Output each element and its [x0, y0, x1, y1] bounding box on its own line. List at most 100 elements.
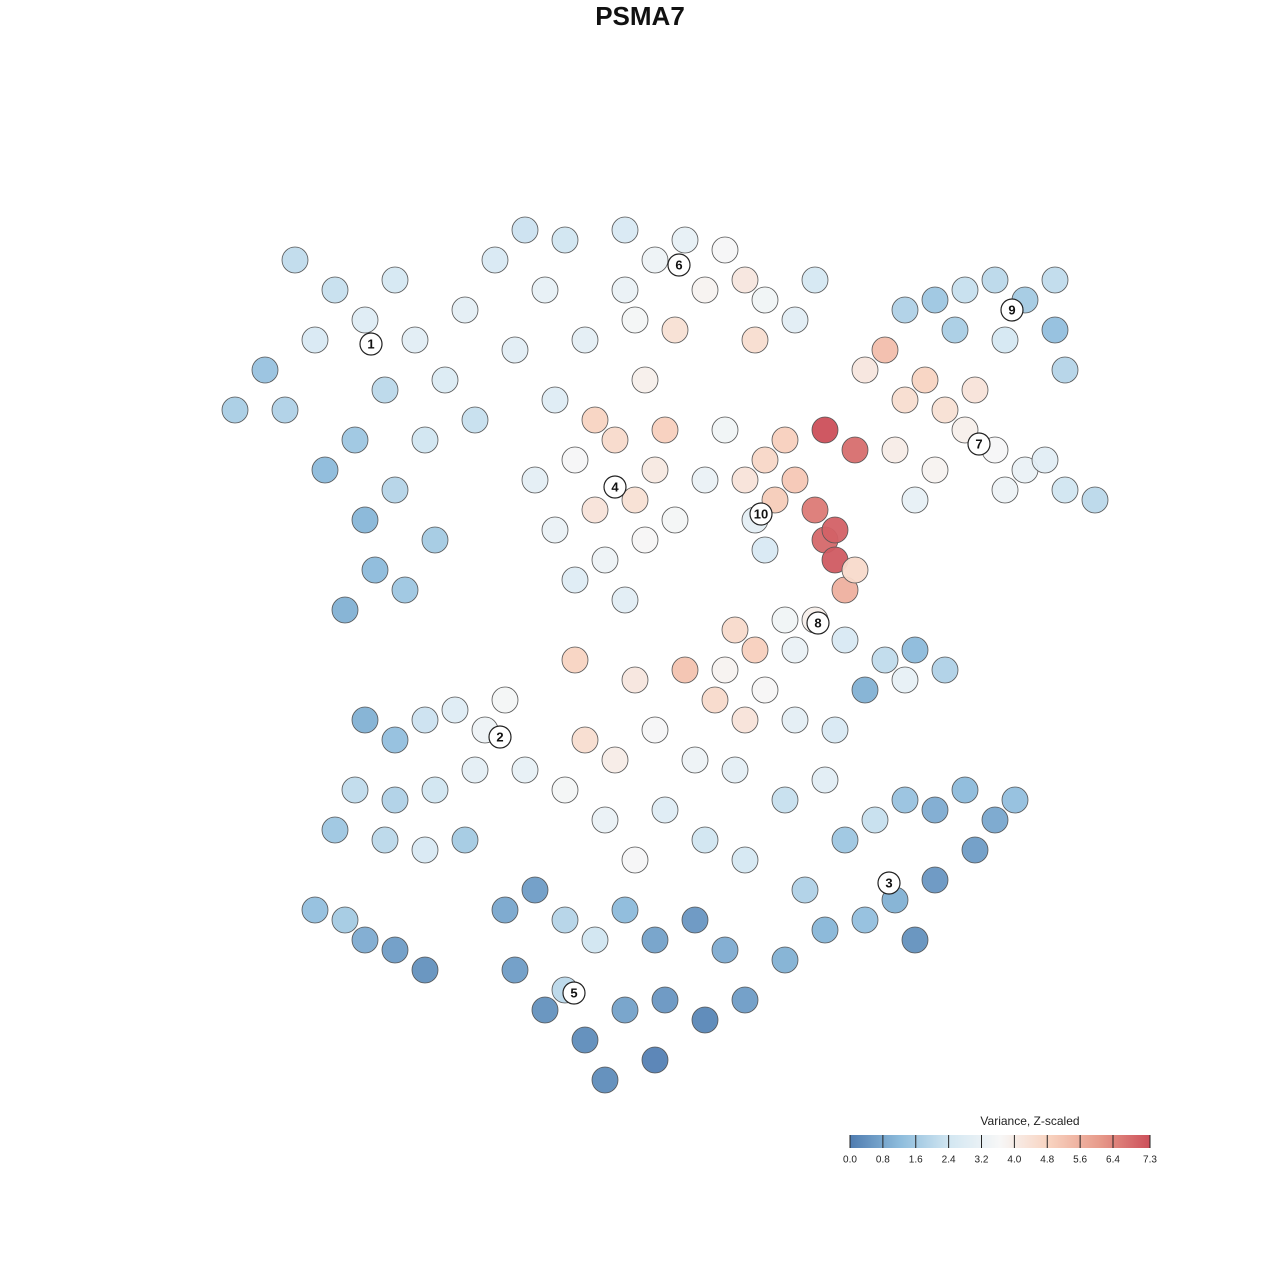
point [1081, 486, 1109, 514]
point [321, 276, 349, 304]
point [491, 686, 519, 714]
point [671, 226, 699, 254]
point [1041, 316, 1069, 344]
point [921, 456, 949, 484]
point [831, 626, 859, 654]
point [531, 276, 559, 304]
point [961, 376, 989, 404]
cluster-marker [488, 725, 512, 749]
colorbar-tick-label: 0.8 [876, 1155, 890, 1166]
point [921, 286, 949, 314]
point [491, 896, 519, 924]
point [641, 246, 669, 274]
point [621, 666, 649, 694]
colorbar-tick-label: 4.0 [1007, 1155, 1021, 1166]
point [731, 466, 759, 494]
point [631, 366, 659, 394]
point [641, 1046, 669, 1074]
point [931, 396, 959, 424]
point [381, 726, 409, 754]
point [721, 616, 749, 644]
point [421, 776, 449, 804]
point [571, 326, 599, 354]
cluster-marker [967, 432, 991, 456]
point [781, 636, 809, 664]
point [621, 846, 649, 874]
cluster-label: 1 [367, 336, 374, 351]
cluster-marker [359, 332, 383, 356]
point [571, 1026, 599, 1054]
point [431, 366, 459, 394]
cluster-marker [1000, 298, 1024, 322]
point [651, 416, 679, 444]
point [641, 456, 669, 484]
point [881, 436, 909, 464]
cluster-label: 6 [675, 257, 682, 272]
colorbar-tick-label: 7.3 [1143, 1155, 1157, 1166]
colorbar-bar [850, 1135, 1150, 1148]
point [741, 326, 769, 354]
point [791, 876, 819, 904]
points [221, 216, 1109, 1094]
point [691, 466, 719, 494]
point [461, 756, 489, 784]
point [411, 836, 439, 864]
point [631, 526, 659, 554]
point [611, 276, 639, 304]
point [851, 356, 879, 384]
point [371, 376, 399, 404]
point [861, 806, 889, 834]
point [941, 316, 969, 344]
colorbar-tick-label: 2.4 [942, 1155, 956, 1166]
point [601, 426, 629, 454]
point [771, 426, 799, 454]
point [751, 536, 779, 564]
point [691, 276, 719, 304]
point [981, 806, 1009, 834]
point [551, 906, 579, 934]
point [281, 246, 309, 274]
colorbar: Variance, Z-scaled 0.0 0.8 1.6 2.4 3.2 4.0 4.8 5… [843, 1114, 1157, 1165]
point [921, 796, 949, 824]
point [841, 556, 869, 584]
point [611, 586, 639, 614]
cluster-label: 3 [885, 875, 892, 890]
colorbar-tick-label: 0.0 [843, 1155, 857, 1166]
point [821, 716, 849, 744]
point [401, 326, 429, 354]
point [271, 396, 299, 424]
point [351, 706, 379, 734]
point [951, 276, 979, 304]
point [331, 596, 359, 624]
point [1051, 476, 1079, 504]
cluster-marker [562, 981, 586, 1005]
point [481, 246, 509, 274]
colorbar-tick-label: 5.6 [1073, 1155, 1087, 1166]
point [251, 356, 279, 384]
point [571, 726, 599, 754]
point [511, 756, 539, 784]
cluster-labels: 1 2 3 4 5 6 7 8 9 10 [359, 253, 1024, 1005]
point [521, 466, 549, 494]
point [991, 476, 1019, 504]
point [541, 516, 569, 544]
point [771, 606, 799, 634]
colorbar-tick-label: 4.8 [1040, 1155, 1054, 1166]
cluster-marker [749, 502, 773, 526]
point [221, 396, 249, 424]
point [781, 706, 809, 734]
point [771, 786, 799, 814]
point [891, 786, 919, 814]
point [711, 936, 739, 964]
point [851, 676, 879, 704]
point [721, 756, 749, 784]
colorbar-title: Variance, Z-scaled [980, 1114, 1079, 1128]
point [641, 716, 669, 744]
point [731, 986, 759, 1014]
point [901, 636, 929, 664]
point [351, 926, 379, 954]
point [581, 406, 609, 434]
cluster-label: 2 [496, 729, 503, 744]
point [541, 386, 569, 414]
